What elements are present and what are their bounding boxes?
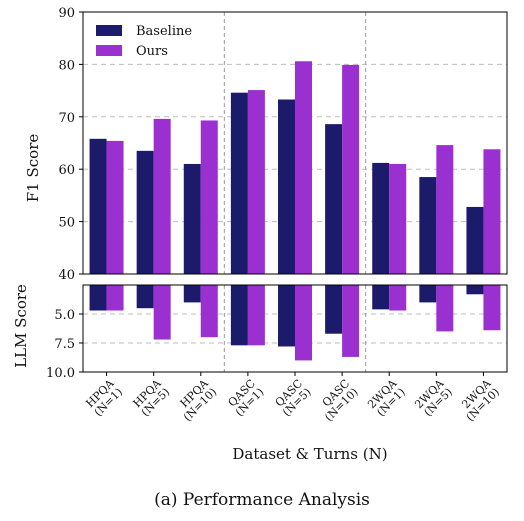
bar-f1-ours <box>342 64 360 274</box>
x-ticks: HPQA(N=1) HPQA(N=5) HPQA(N=10) QASC(N=1) QAS… <box>83 372 503 424</box>
bar-llm-ours <box>483 285 501 331</box>
legend-label-ours: Ours <box>136 44 168 59</box>
top-y-tick-label: 40 <box>58 268 75 283</box>
x-tick-label: QASC(N=10) <box>314 377 361 424</box>
x-tick-label: QASC(N=1) <box>224 377 266 419</box>
legend: Baseline Ours <box>96 24 192 59</box>
bar-llm-ours <box>153 285 171 340</box>
bar-f1-baseline <box>230 92 248 274</box>
bar-llm-baseline <box>183 285 201 303</box>
bottom-y-tick-label: 10.0 <box>46 366 75 381</box>
bar-f1-ours <box>200 120 218 274</box>
x-tick-label: HPQA(N=1) <box>83 376 126 419</box>
bar-f1-baseline <box>466 206 484 274</box>
figure-caption: (a) Performance Analysis <box>154 490 370 510</box>
bar-f1-ours <box>389 163 407 274</box>
bar-f1-baseline <box>278 99 295 275</box>
bar-f1-baseline <box>325 124 343 274</box>
legend-swatch-baseline <box>96 25 122 36</box>
bar-f1-baseline <box>372 162 390 274</box>
top-y-tick-label: 80 <box>58 58 75 73</box>
bar-llm-ours <box>342 285 360 357</box>
x-tick-label: HPQA(N=10) <box>172 376 220 424</box>
legend-label-baseline: Baseline <box>136 24 192 39</box>
x-tick-label: 2WQA(N=10) <box>455 376 503 424</box>
x-tick-label: 2WQA(N=1) <box>365 376 408 419</box>
bar-f1-baseline <box>183 163 201 274</box>
group-separators <box>223 12 367 372</box>
top-y-tick-label: 70 <box>58 111 75 126</box>
bar-llm-ours <box>247 285 265 346</box>
x-axis-label: Dataset & Turns (N) <box>232 445 387 463</box>
bar-llm-baseline <box>466 285 484 295</box>
bar-marks <box>82 61 508 361</box>
x-tick-label: HPQA(N=5) <box>130 376 173 419</box>
bar-llm-baseline <box>136 285 154 309</box>
bottom-y-tick-label: 5.0 <box>54 308 75 323</box>
top-y-tick-label: 90 <box>58 6 75 21</box>
top-y-tick-label: 60 <box>58 163 75 178</box>
bar-llm-baseline <box>372 285 390 310</box>
axis-break-gap <box>82 275 508 284</box>
bar-llm-ours <box>436 285 454 332</box>
bar-f1-ours <box>483 149 501 274</box>
bar-llm-ours <box>200 285 218 338</box>
bar-llm-ours <box>106 285 124 311</box>
top-y-axis-label: F1 Score <box>24 134 42 203</box>
top-y-tick-label: 50 <box>58 216 75 231</box>
bottom-y-ticks: 5.0 7.5 10.0 <box>46 308 83 381</box>
bar-llm-ours <box>389 285 407 311</box>
bar-llm-baseline <box>89 285 107 311</box>
bar-f1-ours <box>153 118 171 275</box>
x-tick-label: 2WQA(N=5) <box>412 376 455 419</box>
bar-f1-ours <box>436 145 454 274</box>
bottom-y-tick-label: 7.5 <box>54 337 75 352</box>
bar-f1-ours <box>106 140 124 274</box>
bar-f1-baseline <box>136 150 154 274</box>
bar-llm-baseline <box>230 285 248 346</box>
bar-llm-baseline <box>278 285 295 347</box>
bar-f1-ours <box>295 61 312 275</box>
bar-f1-ours <box>247 90 265 275</box>
top-panel-frame <box>82 11 508 275</box>
bar-llm-baseline <box>325 285 343 334</box>
bar-llm-baseline <box>419 285 437 303</box>
bottom-y-axis-label: LLM Score <box>12 284 30 368</box>
top-y-ticks: 40 50 60 70 80 90 <box>58 6 83 283</box>
bar-f1-baseline <box>419 177 437 274</box>
bar-f1-baseline <box>89 138 107 274</box>
x-tick-label: QASC(N=5) <box>272 377 314 419</box>
legend-swatch-ours <box>96 45 122 56</box>
bar-llm-ours <box>295 285 312 361</box>
